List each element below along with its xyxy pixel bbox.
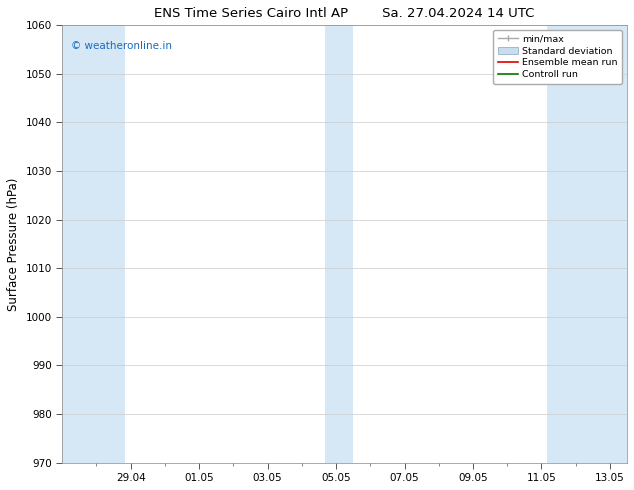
Bar (547, 25, 627, 463)
Legend: min/max, Standard deviation, Ensemble mean run, Controll run: min/max, Standard deviation, Ensemble me… (493, 30, 623, 84)
Text: © weatheronline.in: © weatheronline.in (70, 41, 172, 50)
Title: ENS Time Series Cairo Intl AP        Sa. 27.04.2024 14 UTC: ENS Time Series Cairo Intl AP Sa. 27.04.… (155, 7, 535, 20)
Bar (325, 25, 353, 463)
Bar (62, 25, 125, 463)
Y-axis label: Surface Pressure (hPa): Surface Pressure (hPa) (7, 177, 20, 311)
